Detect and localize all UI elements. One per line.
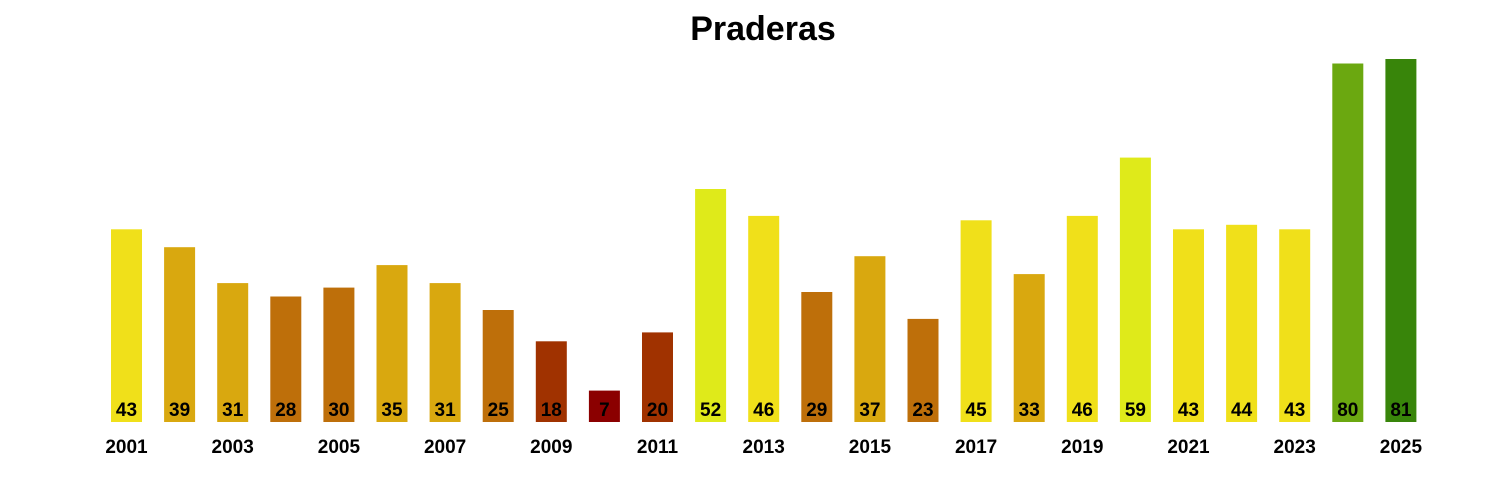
chart-title: Praderas [690, 10, 836, 48]
data-label-2009: 18 [541, 400, 562, 421]
bar-2025 [1385, 59, 1417, 422]
bar-2014 [801, 292, 833, 422]
data-label-2021: 43 [1178, 400, 1199, 421]
data-label-2002: 39 [169, 400, 190, 421]
data-label-2012: 52 [700, 400, 721, 421]
x-tick-label-2011: 2011 [637, 437, 679, 458]
x-tick-label-2015: 2015 [849, 437, 892, 458]
bar-2020 [1119, 157, 1151, 422]
bar-2009 [535, 341, 567, 422]
data-label-2001: 43 [116, 400, 137, 421]
data-label-2014: 29 [806, 400, 827, 421]
bar-2022 [1226, 224, 1258, 422]
bar-2010 [588, 390, 620, 422]
x-tick-label-2023: 2023 [1274, 437, 1316, 458]
data-label-2003: 31 [222, 400, 244, 421]
data-label-2015: 37 [859, 400, 880, 421]
data-label-2007: 31 [435, 400, 457, 421]
data-label-2005: 30 [328, 400, 349, 421]
data-label-2017: 45 [966, 400, 988, 421]
bar-2012 [695, 189, 727, 422]
bar-2001 [111, 229, 142, 422]
data-label-2010: 7 [599, 400, 610, 421]
bar-2005 [323, 287, 355, 422]
x-tick-label-2025: 2025 [1380, 437, 1423, 458]
data-label-2016: 23 [912, 400, 933, 421]
bar-2013 [748, 215, 780, 422]
data-label-2008: 25 [488, 400, 510, 421]
data-label-2011: 20 [647, 400, 668, 421]
data-label-2013: 46 [753, 400, 774, 421]
x-tick-label-2003: 2003 [212, 437, 254, 458]
bar-2021 [1173, 229, 1204, 422]
x-tick-label-2009: 2009 [530, 437, 572, 458]
data-label-2020: 59 [1125, 400, 1146, 421]
x-tick-label-2007: 2007 [424, 437, 466, 458]
x-tick-label-2019: 2019 [1061, 437, 1103, 458]
bar-2018 [1013, 274, 1045, 422]
bar-2024 [1332, 63, 1364, 422]
data-label-2018: 33 [1019, 400, 1040, 421]
bar-2006 [376, 265, 408, 422]
bar-2002 [164, 247, 196, 422]
bar-2007 [429, 283, 461, 422]
data-label-2004: 28 [275, 400, 296, 421]
data-label-2023: 43 [1284, 400, 1305, 421]
bar-2011 [642, 332, 673, 422]
x-tick-label-2021: 2021 [1167, 437, 1210, 458]
bar-2015 [854, 256, 886, 422]
bar-2004 [270, 296, 302, 422]
bar-2019 [1066, 215, 1098, 422]
x-tick-label-2001: 2001 [105, 437, 148, 458]
bar-2008 [482, 310, 514, 422]
data-label-2006: 35 [381, 400, 403, 421]
bar-2023 [1279, 229, 1311, 422]
x-tick-label-2013: 2013 [743, 437, 785, 458]
data-label-2022: 44 [1231, 400, 1253, 421]
data-label-2024: 80 [1337, 400, 1358, 421]
bar-2016 [907, 318, 939, 422]
bar-2017 [960, 220, 992, 422]
data-label-2025: 81 [1390, 400, 1412, 421]
data-label-2019: 46 [1072, 400, 1093, 421]
bar-2003 [217, 283, 249, 422]
x-tick-label-2017: 2017 [955, 437, 997, 458]
x-tick-label-2005: 2005 [318, 437, 361, 458]
